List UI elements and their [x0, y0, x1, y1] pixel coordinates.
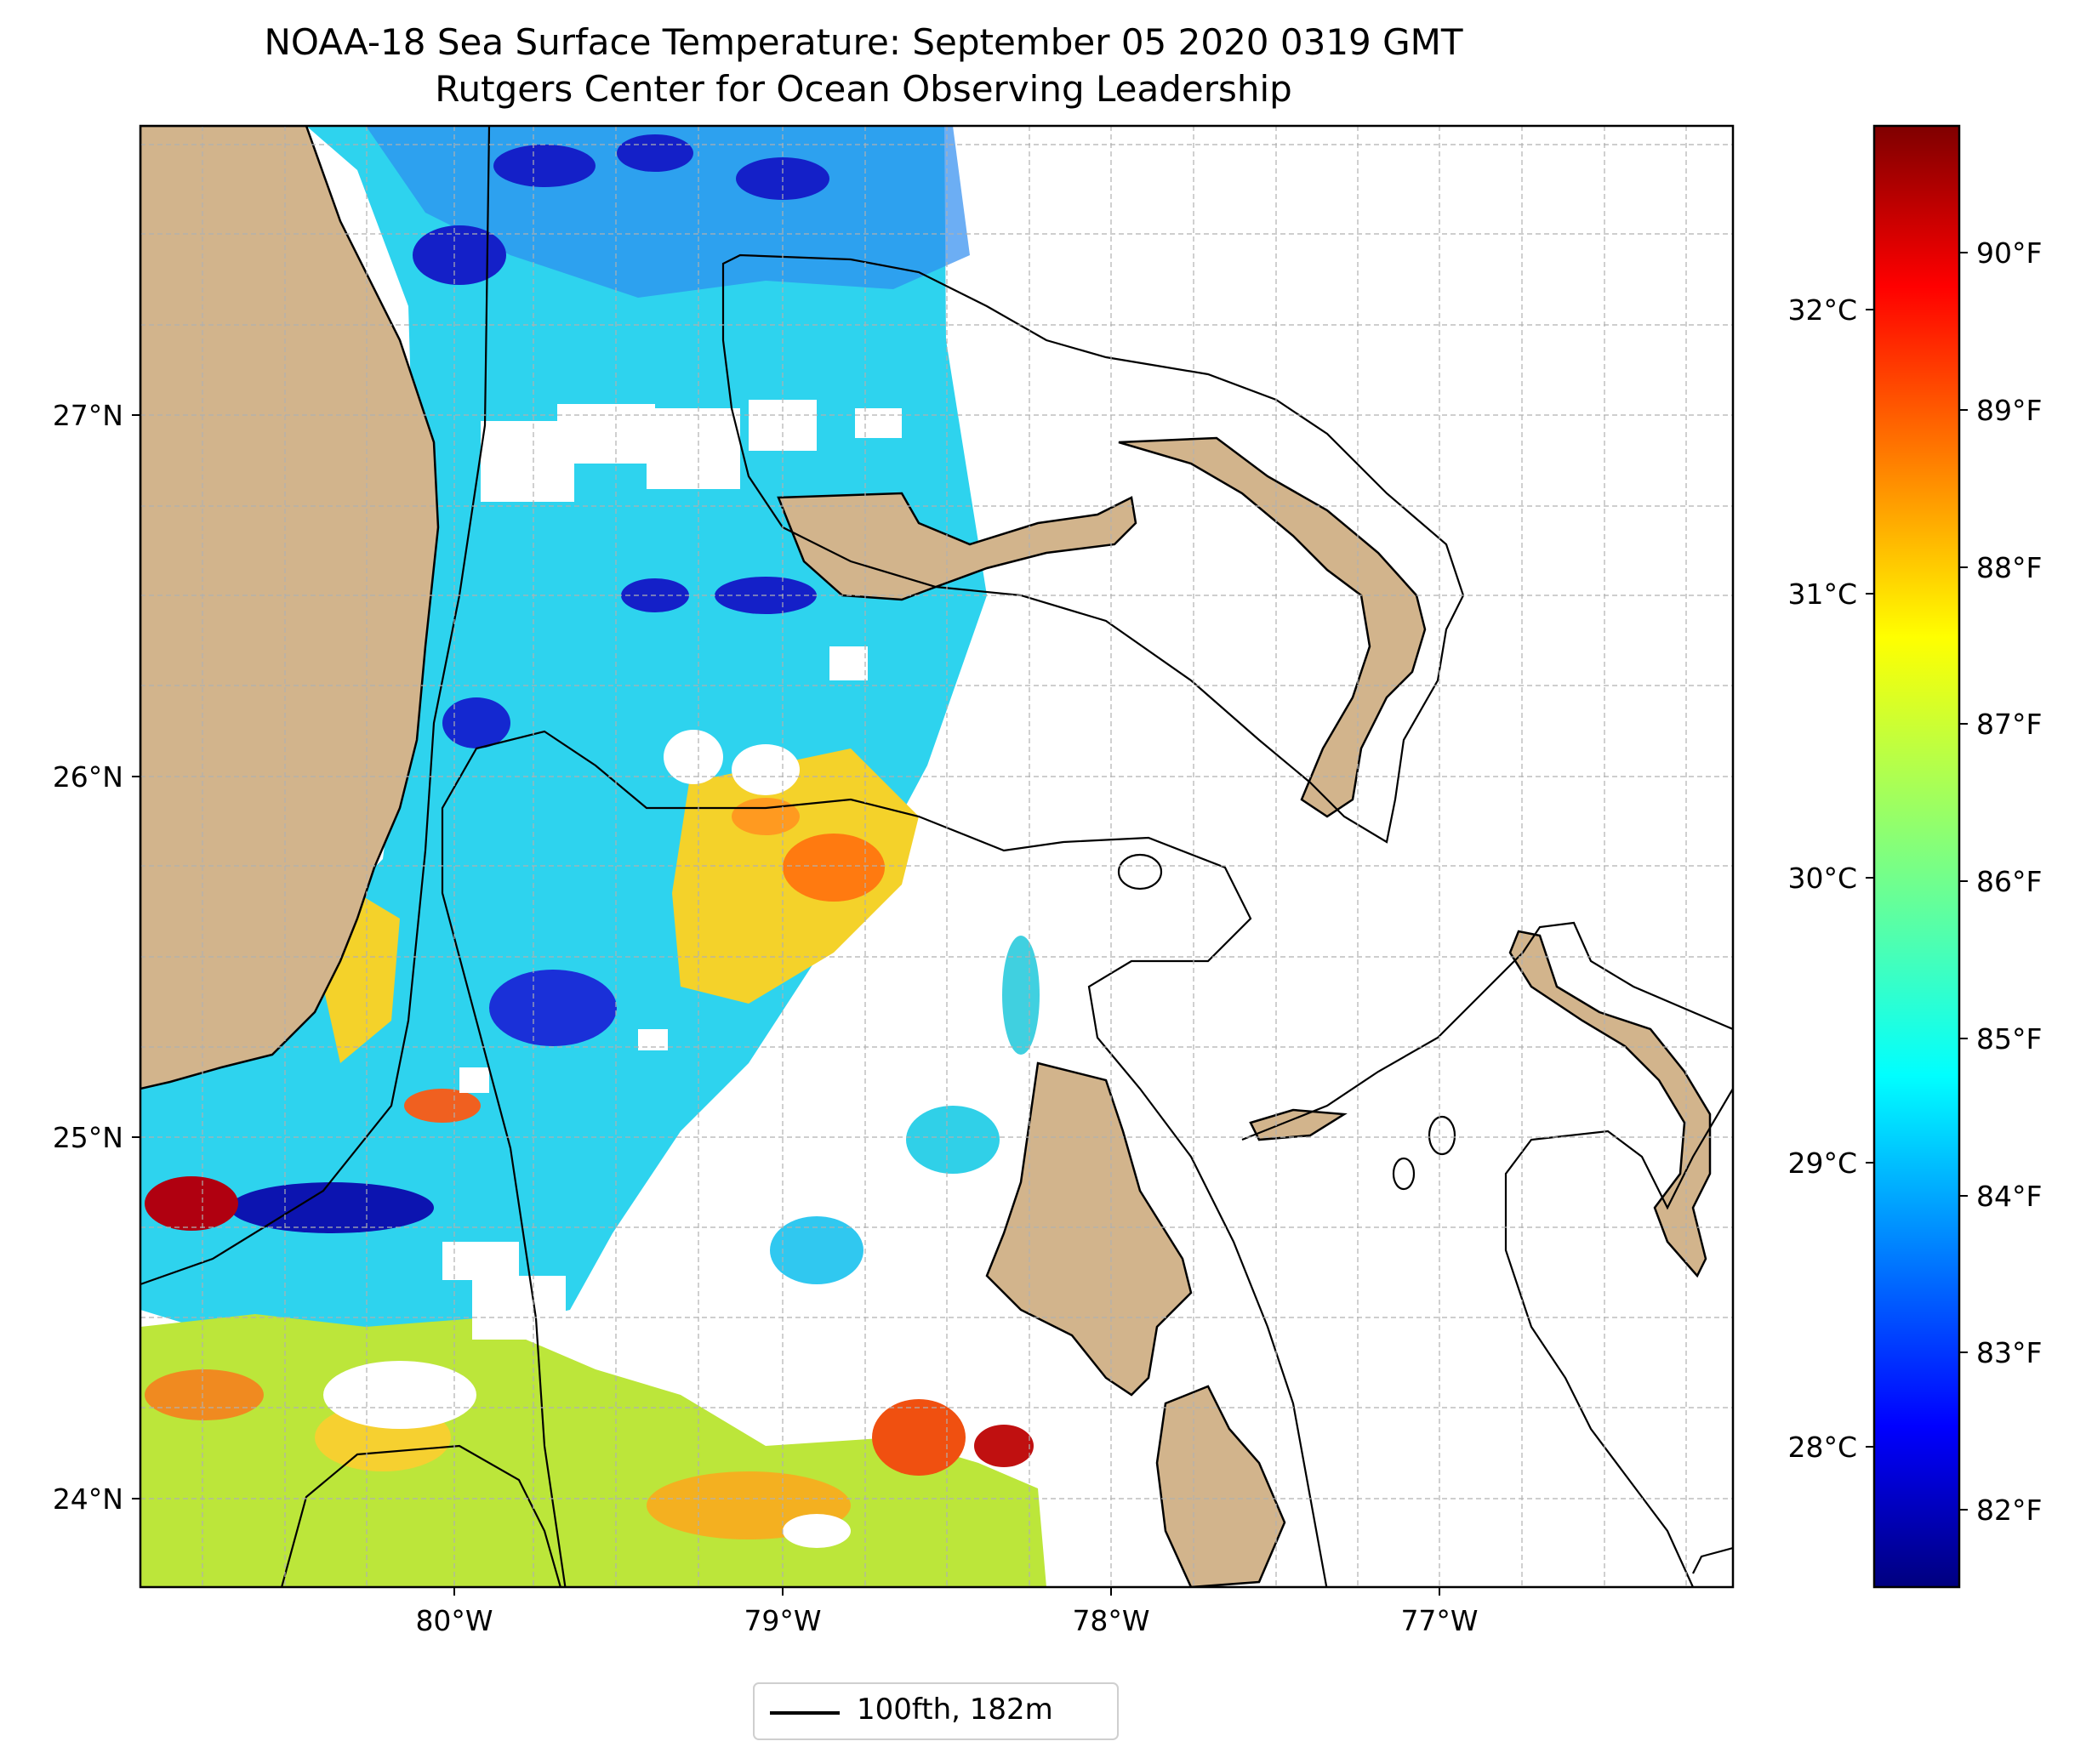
fahrenheit-tick-label: 86°F — [1976, 865, 2042, 898]
celsius-tick-label: 29°C — [1787, 1147, 1857, 1180]
fahrenheit-tick-label: 82°F — [1976, 1494, 2042, 1527]
fahrenheit-tick-label: 88°F — [1976, 551, 2042, 584]
fahrenheit-tick-label: 87°F — [1976, 708, 2042, 741]
fahrenheit-tick-label: 84°F — [1976, 1180, 2042, 1213]
celsius-tick-label: 28°C — [1787, 1431, 1857, 1464]
andros-south — [1155, 1385, 1286, 1587]
map-title: NOAA-18 Sea Surface Temperature: Septemb… — [140, 19, 1587, 112]
abaco — [1118, 436, 1427, 818]
title-line-2: Rutgers Center for Ocean Observing Leade… — [435, 68, 1292, 110]
lon-tick-label: 78°W — [1072, 1604, 1149, 1637]
lat-tick-label: 26°N — [53, 760, 123, 794]
fahrenheit-tick-label: 89°F — [1976, 394, 2042, 427]
gridlines — [140, 126, 1733, 1587]
celsius-tick-label: 30°C — [1787, 862, 1857, 895]
lat-axis: 27°N 26°N 25°N 24°N — [53, 399, 140, 1516]
andros — [985, 1061, 1193, 1397]
fahrenheit-tick-label: 83°F — [1976, 1336, 2042, 1369]
lat-tick-label: 25°N — [53, 1121, 123, 1154]
colorbar-gradient — [1872, 124, 1961, 1589]
celsius-tick-label: 32°C — [1787, 293, 1857, 327]
celsius-tick-label: 31°C — [1787, 578, 1857, 611]
lon-tick-label: 77°W — [1400, 1604, 1478, 1637]
legend-label: 100fth, 182m — [857, 1693, 1053, 1727]
lat-tick-label: 24°N — [53, 1482, 123, 1516]
colorbar: 32°C 31°C 30°C 29°C 28°C 90°F 89°F 88°F … — [1787, 124, 2042, 1589]
lon-axis: 80°W 79°W 78°W 77°W — [415, 1587, 1479, 1637]
lat-tick-label: 27°N — [53, 399, 123, 432]
eleuthera — [1508, 930, 1712, 1278]
title-line-1: NOAA-18 Sea Surface Temperature: Septemb… — [264, 21, 1463, 63]
lon-tick-label: 79°W — [744, 1604, 821, 1637]
legend-line-swatch — [770, 1711, 840, 1715]
fahrenheit-tick-label: 85°F — [1976, 1022, 2042, 1056]
fahrenheit-tick-label: 90°F — [1976, 236, 2042, 270]
land-masses — [140, 126, 1712, 1587]
lon-tick-label: 80°W — [415, 1604, 493, 1637]
isobath-contours — [140, 126, 1733, 1587]
grand-bahama — [777, 492, 1137, 601]
florida-land — [140, 126, 440, 1090]
map-border — [139, 124, 1735, 1589]
legend: 100fth, 182m — [753, 1682, 1119, 1740]
